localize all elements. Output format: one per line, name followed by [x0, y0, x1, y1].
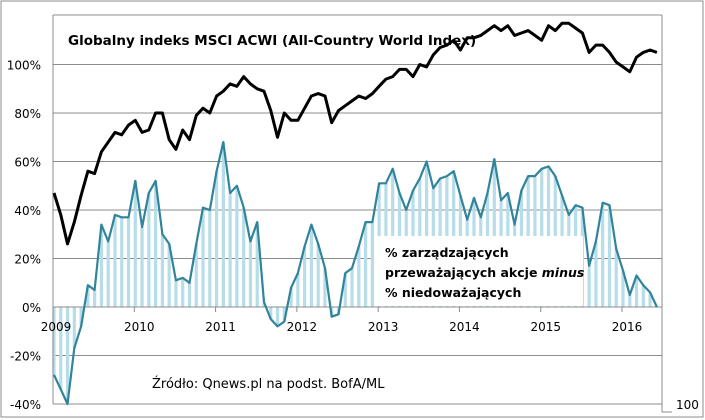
spread-bar	[634, 275, 639, 307]
spread-bar	[296, 273, 300, 307]
spread-line	[53, 141, 658, 406]
spread-bar	[160, 234, 164, 307]
y-tick-label: 40%	[14, 204, 41, 218]
spread-bar	[126, 217, 131, 307]
spread-bar	[93, 290, 97, 307]
spread-bar	[363, 222, 368, 307]
spread-bar	[350, 268, 354, 307]
spread-bar	[269, 307, 273, 320]
msci-acwi-line	[52, 21, 658, 246]
y-tick-label: 60%	[14, 156, 41, 170]
spread-bar	[52, 307, 56, 375]
spread-bar	[343, 273, 347, 307]
y-tick-label: 80%	[14, 107, 41, 121]
y-tick-label: 100%	[7, 59, 41, 73]
spread-bar	[309, 224, 314, 307]
spread-bar	[235, 185, 239, 307]
x-tick-label: 2015	[530, 320, 561, 334]
spread-bar	[323, 268, 327, 307]
x-tick-label: 2010	[124, 320, 155, 334]
spread-bar	[147, 193, 151, 307]
x-tick-label: 2013	[368, 320, 399, 334]
spread-bar	[214, 171, 219, 307]
spread-bar	[228, 193, 232, 307]
y-tick-labels: -40% -20% 0% 20% 40% 60% 80% 100%	[7, 59, 41, 413]
spread-bar	[72, 307, 76, 349]
spread-bar	[201, 207, 205, 307]
spread-bar	[492, 159, 496, 307]
spread-bar	[99, 224, 104, 307]
spread-bar	[133, 180, 137, 307]
spread-bar	[59, 307, 63, 390]
annotation-line-1: % zarządzających	[385, 245, 509, 260]
spread-bar	[187, 282, 192, 307]
x-tick-label: 2012	[287, 320, 318, 334]
x-tick-label: 2014	[449, 320, 480, 334]
spread-bar	[79, 307, 83, 327]
spread-bar	[424, 161, 429, 307]
spread-bar	[282, 307, 286, 322]
annotation-line-3: % niedoważających	[385, 285, 521, 300]
spread-bar	[628, 294, 632, 307]
x-tick-label: 2011	[205, 320, 236, 334]
spread-bar	[641, 285, 645, 307]
annotation-text: przeważających akcje	[385, 265, 542, 280]
spread-bar	[357, 246, 361, 307]
y-tick-label: -40%	[10, 398, 41, 412]
spread-bar	[289, 287, 293, 307]
spread-bar	[316, 243, 320, 307]
spread-bar	[607, 205, 612, 307]
spread-bar	[140, 226, 144, 307]
spread-bar	[648, 292, 652, 307]
spread-bar	[594, 241, 598, 307]
spread-bar	[255, 222, 259, 307]
x-tick-label: 2016	[612, 320, 643, 334]
annotation-box	[374, 236, 583, 306]
annotation-line-2: przeważających akcje minus	[385, 265, 584, 280]
x-tick-label: 2009	[41, 320, 72, 334]
y-tick-label: -20%	[10, 350, 41, 364]
spread-bar	[113, 214, 117, 307]
spread-bar	[621, 270, 625, 307]
annotation-minus: minus	[542, 265, 585, 280]
spread-bar	[242, 207, 246, 307]
spread-bar	[370, 222, 374, 307]
spread-bar	[275, 307, 280, 327]
spread-bar	[167, 243, 171, 307]
spread-bar	[65, 307, 70, 404]
spread-bar	[86, 285, 90, 307]
spread-bar	[587, 265, 591, 307]
spread-bar	[221, 142, 225, 307]
spread-bar	[194, 243, 198, 307]
spread-bar	[248, 241, 253, 307]
spread-bar	[601, 202, 605, 307]
axes	[52, 15, 662, 404]
spread-bar	[106, 241, 110, 307]
spread-bar	[303, 246, 307, 307]
spread-bar	[181, 277, 185, 307]
spread-bar	[120, 217, 124, 307]
y-tick-label: 20%	[14, 253, 41, 267]
y-tick-label: 0%	[22, 301, 41, 315]
spread-bar	[208, 210, 212, 307]
spread-bar	[154, 180, 158, 307]
spread-bar	[174, 280, 178, 307]
spread-bar	[614, 248, 618, 307]
chart-title: Globalny indeks MSCI ACWI (All-Country W…	[68, 33, 476, 49]
series-lines	[52, 21, 658, 406]
corner-label: 100	[676, 398, 699, 412]
x-tick-labels: 2009 2010 2011 2012 2013 2014 2015 2016	[41, 320, 643, 334]
source-note: Źródło: Qnews.pl na podst. BofA/ML	[152, 376, 385, 392]
